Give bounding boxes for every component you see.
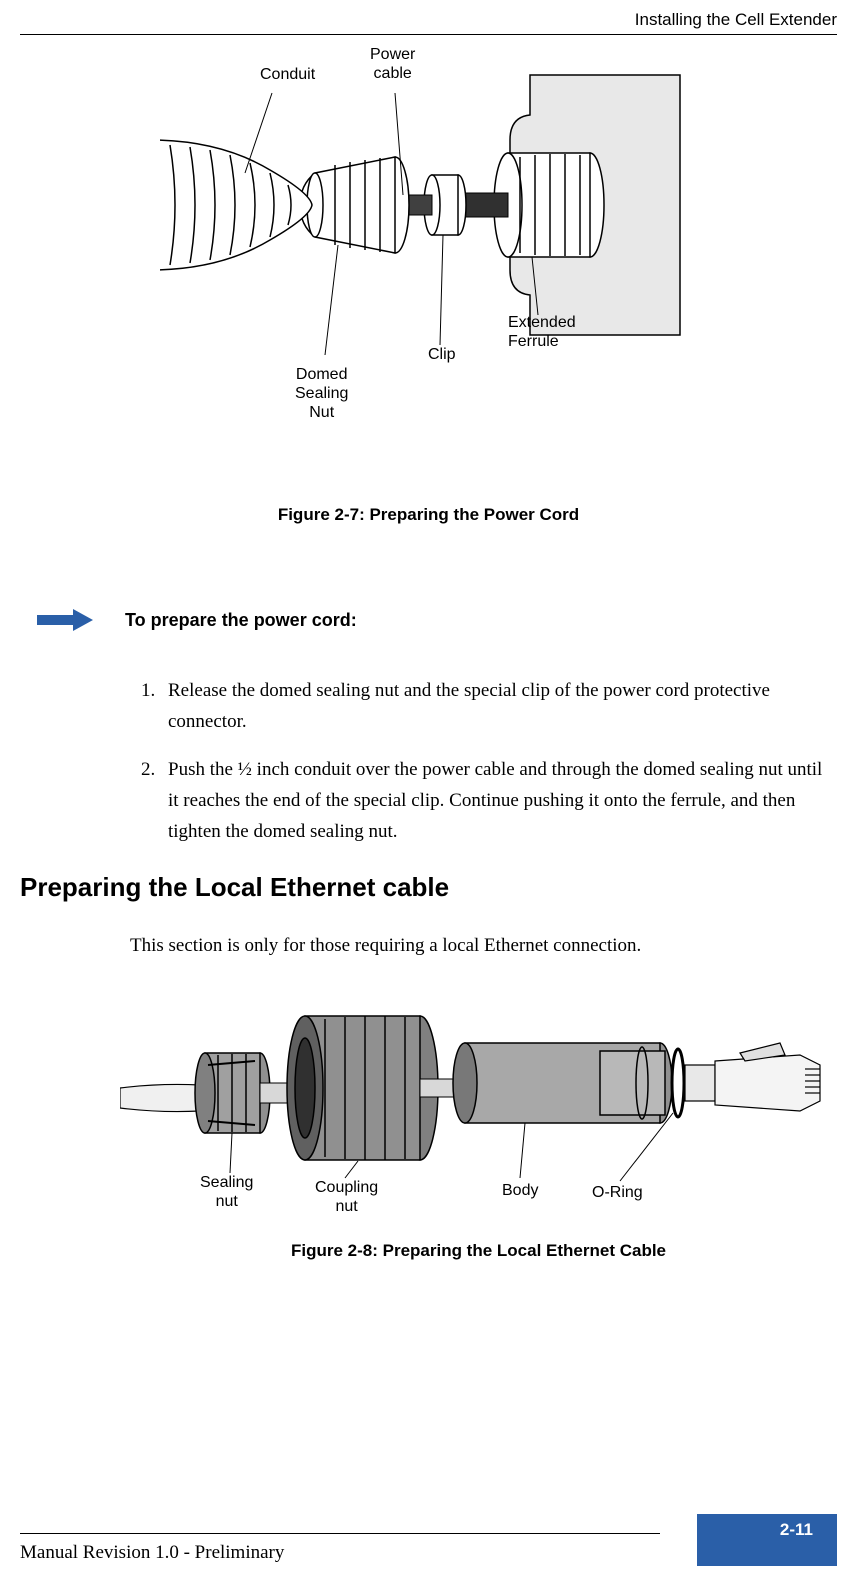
procedure-heading: To prepare the power cord: bbox=[35, 605, 837, 635]
label-extended-ferrule: Extended Ferrule bbox=[508, 313, 576, 351]
figure-1-area: Conduit Power cable Domed Sealing Nut Cl… bbox=[20, 45, 837, 475]
label-body: Body bbox=[502, 1181, 538, 1200]
label-domed-sealing-nut: Domed Sealing Nut bbox=[295, 365, 348, 423]
label-conduit: Conduit bbox=[260, 65, 315, 84]
power-cord-diagram bbox=[160, 45, 720, 445]
procedure-title: To prepare the power cord: bbox=[125, 610, 357, 631]
figure-2-caption: Figure 2-8: Preparing the Local Ethernet… bbox=[120, 1241, 837, 1261]
running-header: Installing the Cell Extender bbox=[20, 10, 837, 35]
figure-1-caption: Figure 2-7: Preparing the Power Cord bbox=[20, 505, 837, 525]
footer-rule bbox=[20, 1533, 660, 1534]
figure-2-area: Sealing nut Coupling nut Body O-Ring bbox=[120, 973, 837, 1233]
page: Installing the Cell Extender bbox=[0, 0, 857, 1584]
page-footer: Manual Revision 1.0 - Preliminary 2-11 bbox=[20, 1533, 837, 1564]
step-1: Release the domed sealing nut and the sp… bbox=[160, 675, 827, 738]
label-clip: Clip bbox=[428, 345, 456, 364]
procedure-steps: Release the domed sealing nut and the sp… bbox=[160, 675, 827, 848]
label-coupling-nut: Coupling nut bbox=[315, 1178, 378, 1216]
step-2: Push the ½ inch conduit over the power c… bbox=[160, 754, 827, 848]
label-sealing-nut: Sealing nut bbox=[200, 1173, 253, 1211]
arrow-icon bbox=[35, 605, 95, 635]
label-power-cable: Power cable bbox=[370, 45, 415, 83]
section-heading: Preparing the Local Ethernet cable bbox=[20, 872, 837, 903]
page-number-bar: 2-11 bbox=[697, 1514, 837, 1566]
page-number: 2-11 bbox=[780, 1520, 813, 1539]
section-intro: This section is only for those requiring… bbox=[130, 931, 827, 961]
label-o-ring: O-Ring bbox=[592, 1183, 643, 1202]
